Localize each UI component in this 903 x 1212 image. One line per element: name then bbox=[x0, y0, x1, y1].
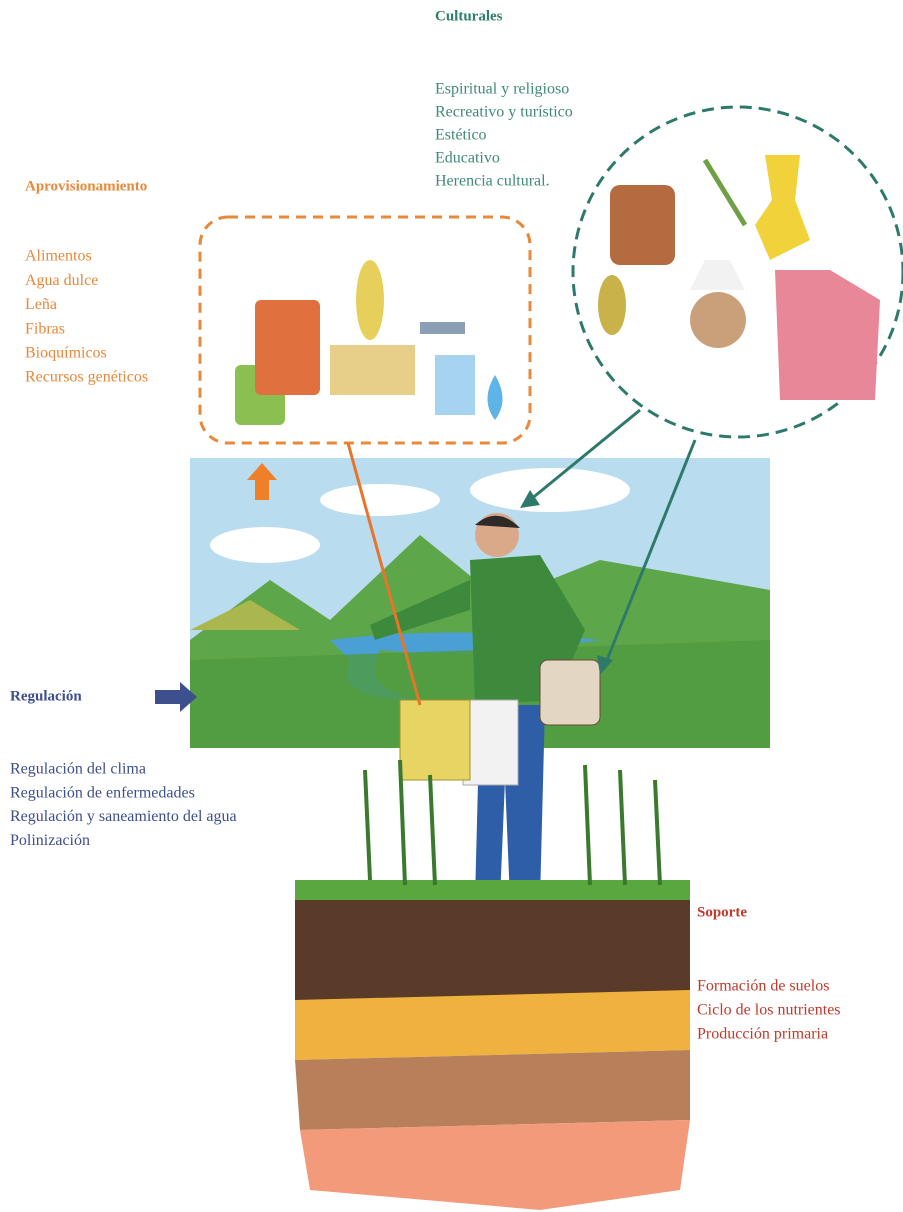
regulacion-title: Regulación bbox=[10, 688, 82, 704]
aprovisionamiento-item: Agua dulce bbox=[25, 272, 98, 289]
soporte-item: Formación de suelos bbox=[697, 978, 829, 995]
aprovisionamiento-title: Aprovisionamiento bbox=[25, 178, 147, 194]
culturales-item: Educativo bbox=[435, 150, 500, 167]
culturales-title: Culturales bbox=[435, 8, 503, 24]
aprovisionamiento-item: Recursos genéticos bbox=[25, 369, 148, 386]
provisioning-icons bbox=[235, 260, 503, 425]
aprovisionamiento-item: Alimentos bbox=[25, 248, 92, 265]
soporte-item: Producción primaria bbox=[697, 1026, 828, 1043]
ecosystem-services-diagram: Culturales Aprovisionamiento Regulación … bbox=[0, 0, 903, 1212]
culturales-item: Recreativo y turístico bbox=[435, 104, 573, 121]
cultural-icons bbox=[598, 155, 880, 400]
culturales-item: Espiritual y religioso bbox=[435, 81, 569, 98]
regulacion-item: Regulación y saneamiento del agua bbox=[10, 808, 237, 825]
soporte-title: Soporte bbox=[697, 904, 747, 920]
regulacion-item: Polinización bbox=[10, 832, 90, 849]
regulacion-item: Regulación de enfermedades bbox=[10, 784, 195, 801]
regulacion-item: Regulación del clima bbox=[10, 761, 146, 778]
aprovisionamiento-item: Leña bbox=[25, 296, 57, 313]
aprovisionamiento-item: Bioquímicos bbox=[25, 344, 107, 361]
soporte-item: Ciclo de los nutrientes bbox=[697, 1002, 841, 1019]
culturales-item: Herencia cultural. bbox=[435, 173, 550, 190]
culturales-item: Estético bbox=[435, 127, 487, 144]
soil-block bbox=[295, 880, 690, 1210]
aprovisionamiento-item: Fibras bbox=[25, 320, 65, 337]
